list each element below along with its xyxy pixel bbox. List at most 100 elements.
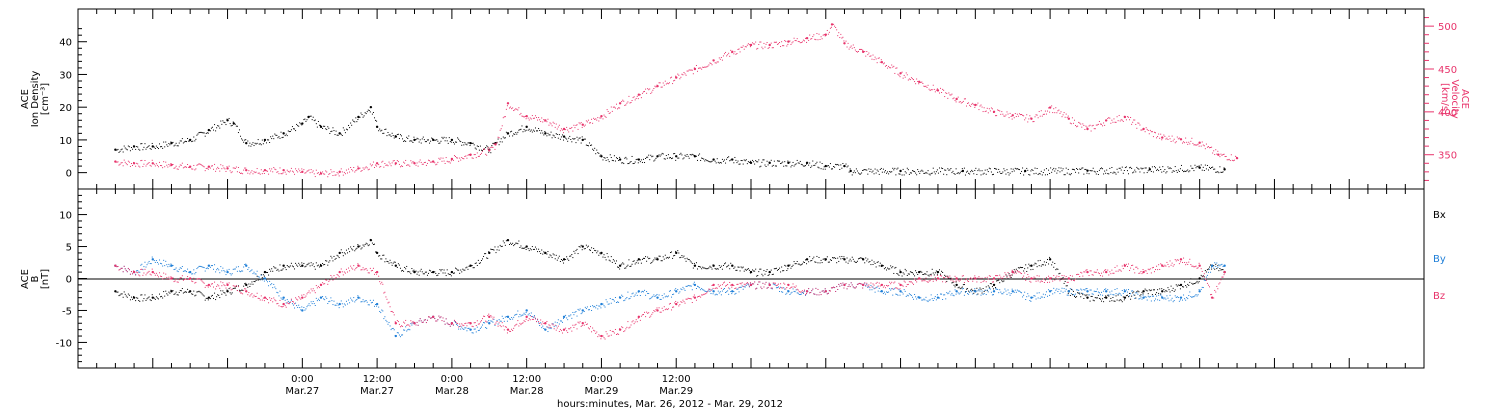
bx-sample (555, 254, 557, 256)
velocity-sample (755, 41, 757, 43)
bx-sample (685, 260, 687, 262)
bz-sample (235, 285, 237, 287)
bx-sample (140, 294, 142, 296)
bx-sample (1167, 287, 1169, 289)
by-sample (893, 288, 895, 290)
by-sample (883, 291, 885, 293)
bx-sample (833, 257, 835, 259)
bx-sample (380, 258, 382, 260)
velocity-sample (1006, 111, 1008, 113)
by-sample (677, 289, 679, 291)
density-sample (1091, 170, 1093, 172)
density-sample (895, 174, 897, 176)
by-sample (1134, 297, 1136, 299)
density-sample (1128, 173, 1130, 175)
by-sample (135, 273, 137, 275)
density-sample (418, 141, 420, 143)
bz-sample (136, 271, 138, 273)
bx-sample (621, 263, 623, 265)
velocity-sample (1022, 114, 1024, 116)
density-sample (1043, 169, 1045, 171)
velocity-sample (610, 106, 612, 108)
bx-sample (782, 270, 784, 272)
density-sample (504, 137, 506, 139)
density-sample (182, 142, 184, 144)
by-sample (962, 287, 964, 289)
velocity-sample (1033, 121, 1035, 123)
velocity-point (114, 160, 117, 163)
by-sample (599, 305, 601, 307)
velocity-sample (866, 51, 868, 53)
density-sample (223, 121, 225, 123)
density-sample (763, 159, 765, 161)
by-sample (205, 268, 207, 270)
density-sample (623, 163, 625, 165)
by-sample (229, 273, 231, 275)
by-sample (546, 326, 548, 328)
bx-sample (613, 260, 615, 262)
bx-sample (606, 253, 608, 255)
velocity-sample (284, 171, 286, 173)
bz-sample (162, 278, 164, 280)
velocity-sample (335, 174, 337, 176)
velocity-sample (504, 116, 506, 118)
density-sample (721, 158, 723, 160)
velocity-sample (719, 58, 721, 60)
density-sample (192, 140, 194, 142)
density-sample (1096, 171, 1098, 173)
bz-sample (160, 275, 162, 277)
bx-sample (1067, 292, 1069, 294)
velocity-sample (478, 155, 480, 157)
density-point (1086, 169, 1089, 172)
density-sample (1066, 172, 1068, 174)
by-sample (570, 314, 572, 316)
bx-sample (198, 290, 200, 292)
by-sample (1023, 294, 1025, 296)
velocity-sample (575, 124, 577, 126)
velocity-sample (376, 165, 378, 167)
bx-sample (762, 275, 764, 277)
by-point (375, 302, 379, 306)
by-sample (1095, 290, 1097, 292)
velocity-sample (752, 42, 754, 44)
velocity-sample (872, 54, 874, 56)
velocity-sample (816, 33, 818, 35)
bx-sample (458, 269, 460, 271)
density-sample (754, 163, 756, 165)
bz-sample (435, 320, 437, 322)
velocity-sample (1126, 116, 1128, 118)
bz-sample (253, 294, 255, 296)
bx-point (263, 270, 267, 274)
by-sample (406, 330, 408, 332)
by-sample (245, 263, 247, 265)
bx-sample (168, 291, 170, 293)
bz-sample (308, 290, 310, 292)
velocity-sample (910, 77, 912, 79)
velocity-sample (723, 53, 725, 55)
density-sample (740, 160, 742, 162)
bx-sample (743, 270, 745, 272)
by-sample (648, 293, 650, 295)
by-sample (936, 294, 938, 296)
density-sample (574, 138, 576, 140)
by-sample (138, 271, 140, 273)
bx-sample (1045, 261, 1047, 263)
by-sample (336, 302, 338, 304)
by-sample (1159, 299, 1161, 301)
density-sample (1116, 168, 1118, 170)
bx-sample (483, 255, 485, 257)
by-sample (560, 320, 562, 322)
density-sample (919, 172, 921, 174)
by-sample (934, 296, 936, 298)
density-sample (391, 132, 393, 134)
velocity-sample (717, 61, 719, 63)
density-sample (390, 135, 392, 137)
density-sample (118, 151, 120, 153)
by-sample (629, 297, 631, 299)
bx-sample (516, 242, 518, 244)
velocity-sample (1167, 139, 1169, 141)
bx-point (1198, 277, 1201, 280)
bz-sample (281, 306, 283, 308)
bx-sample (443, 269, 445, 271)
bx-sample (287, 266, 289, 268)
